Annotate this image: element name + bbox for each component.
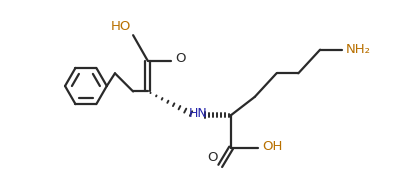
Text: O: O [175,52,185,65]
Text: O: O [207,151,218,164]
Text: HN: HN [189,107,207,120]
Text: HO: HO [111,20,131,33]
Text: OH: OH [261,140,282,153]
Text: NH₂: NH₂ [345,43,370,56]
